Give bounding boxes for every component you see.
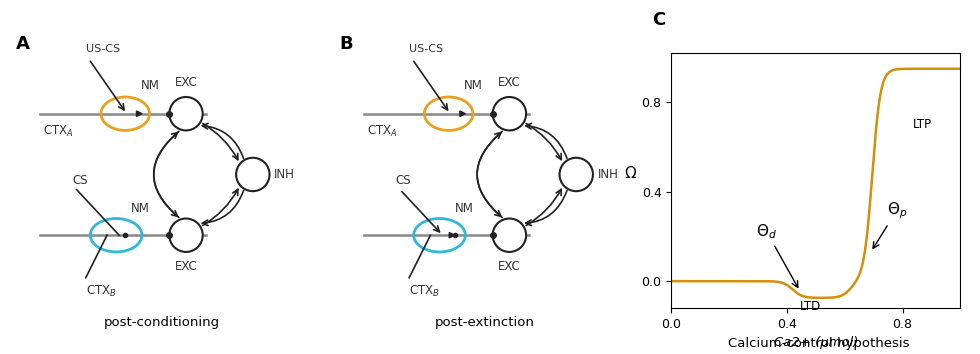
Text: $\Theta_d$: $\Theta_d$ [757,222,798,287]
Y-axis label: Ω: Ω [624,166,636,181]
Text: CTX$_B$: CTX$_B$ [86,284,117,299]
Text: EXC: EXC [174,259,197,273]
Text: A: A [16,35,29,53]
Polygon shape [460,111,465,116]
Text: US-CS: US-CS [410,45,443,55]
Text: post-extinction: post-extinction [435,316,535,330]
Circle shape [493,218,526,252]
Circle shape [493,97,526,130]
Polygon shape [136,111,142,116]
Text: EXC: EXC [174,76,197,90]
Text: C: C [652,11,665,29]
X-axis label: Ca2+ (μmol): Ca2+ (μmol) [773,336,858,349]
Text: CS: CS [396,173,411,187]
Text: INH: INH [274,168,295,181]
Text: CS: CS [73,173,87,187]
Text: US-CS: US-CS [85,45,120,55]
Text: CTX$_B$: CTX$_B$ [410,284,440,299]
Circle shape [236,158,270,191]
Text: NM: NM [464,79,483,92]
Circle shape [170,97,203,130]
Text: CTX$_A$: CTX$_A$ [43,124,74,139]
Text: EXC: EXC [498,259,520,273]
Text: EXC: EXC [498,76,520,90]
Polygon shape [449,233,455,238]
Text: post-conditioning: post-conditioning [104,316,220,330]
Text: $\Theta_p$: $\Theta_p$ [873,200,907,249]
Text: INH: INH [598,168,618,181]
Text: B: B [339,35,353,53]
Text: LTD: LTD [800,300,820,313]
Text: CTX$_A$: CTX$_A$ [367,124,397,139]
Text: NM: NM [455,202,473,216]
Text: NM: NM [131,202,150,216]
Circle shape [170,218,203,252]
Circle shape [560,158,593,191]
Text: NM: NM [140,79,160,92]
Text: Calcium-control hypothesis: Calcium-control hypothesis [727,337,909,350]
Text: LTP: LTP [913,118,932,131]
